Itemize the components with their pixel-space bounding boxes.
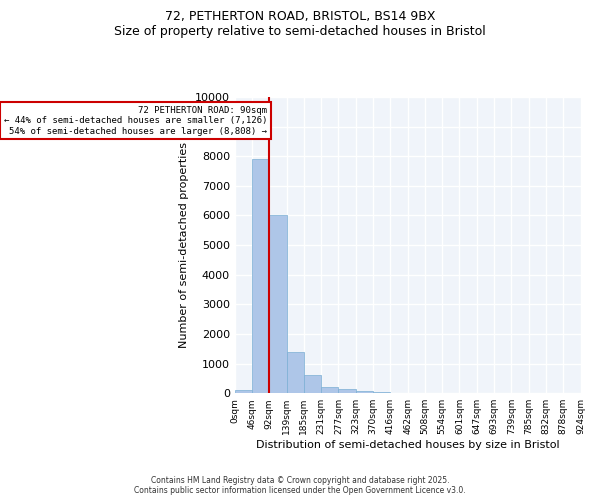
Bar bbox=[252, 159, 269, 393]
Bar bbox=[304, 376, 321, 393]
Bar bbox=[269, 216, 287, 393]
Y-axis label: Number of semi-detached properties: Number of semi-detached properties bbox=[179, 142, 190, 348]
Bar bbox=[373, 392, 391, 393]
Text: Contains HM Land Registry data © Crown copyright and database right 2025.
Contai: Contains HM Land Registry data © Crown c… bbox=[134, 476, 466, 495]
Bar bbox=[338, 389, 356, 393]
Bar bbox=[321, 388, 338, 393]
Bar bbox=[287, 352, 304, 393]
Text: 72, PETHERTON ROAD, BRISTOL, BS14 9BX
Size of property relative to semi-detached: 72, PETHERTON ROAD, BRISTOL, BS14 9BX Si… bbox=[114, 10, 486, 38]
Bar bbox=[356, 391, 373, 393]
Text: 72 PETHERTON ROAD: 90sqm
← 44% of semi-detached houses are smaller (7,126)
54% o: 72 PETHERTON ROAD: 90sqm ← 44% of semi-d… bbox=[4, 106, 267, 136]
Bar bbox=[235, 390, 252, 393]
X-axis label: Distribution of semi-detached houses by size in Bristol: Distribution of semi-detached houses by … bbox=[256, 440, 559, 450]
